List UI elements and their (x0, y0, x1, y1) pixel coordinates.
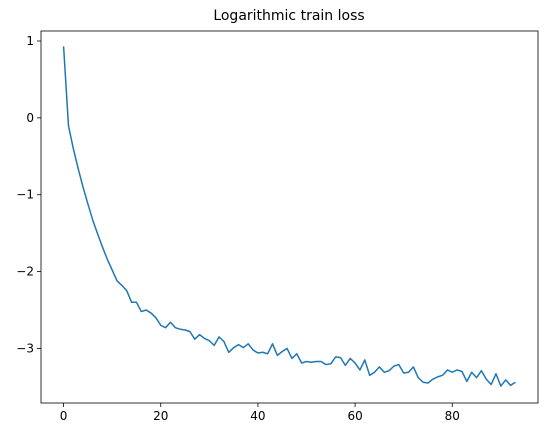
y-tick-label: −1 (16, 188, 34, 202)
chart-title: Logarithmic train loss (213, 8, 364, 24)
y-tick-label: 1 (26, 34, 34, 48)
x-tick-label: 60 (347, 409, 362, 423)
y-tick-label: −3 (16, 341, 34, 355)
x-axis: 0 20 40 60 80 (60, 403, 460, 423)
x-tick-label: 80 (445, 409, 460, 423)
x-tick-label: 0 (60, 409, 68, 423)
x-tick-label: 40 (250, 409, 265, 423)
plot-area (40, 30, 539, 404)
y-tick-label: 0 (26, 111, 34, 125)
y-axis: 1 0 −1 −2 −3 (16, 34, 41, 355)
plot-frame (40, 30, 539, 404)
x-tick-label: 20 (153, 409, 168, 423)
y-tick-label: −2 (16, 265, 34, 279)
series-line-0 (62, 46, 516, 387)
